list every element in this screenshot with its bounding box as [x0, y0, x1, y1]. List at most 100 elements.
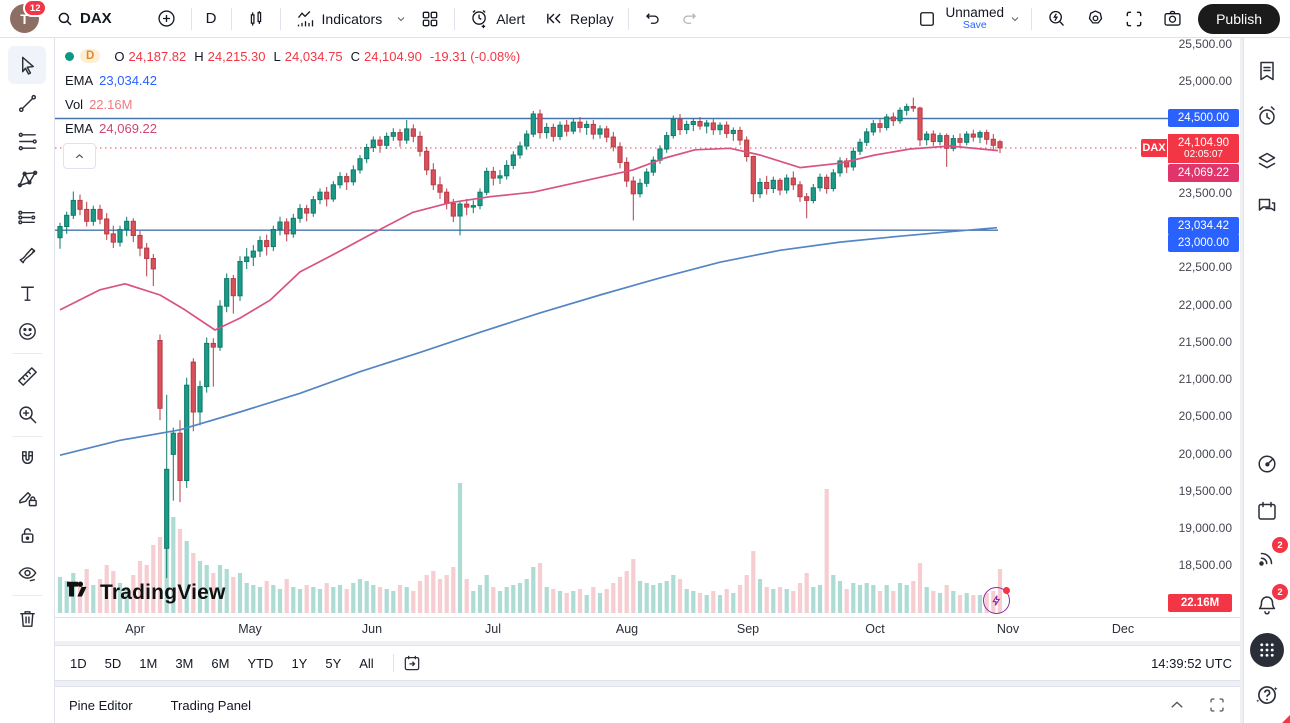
price-tick[interactable]: 19,000.00 — [1178, 521, 1232, 536]
tool-hide-drawings[interactable] — [8, 554, 46, 592]
price-tick[interactable]: 22,500.00 — [1178, 260, 1232, 275]
price-tick[interactable]: 20,000.00 — [1178, 446, 1232, 461]
trend-line-icon — [18, 94, 36, 112]
sidebar-ideas-button[interactable] — [1248, 445, 1286, 483]
price-tick[interactable]: 25,500.00 — [1178, 37, 1232, 51]
tool-zoom-in[interactable] — [8, 395, 46, 433]
tool-text[interactable] — [8, 274, 46, 312]
sidebar-object-tree-button[interactable] — [1248, 142, 1286, 180]
symbol-name: DAX — [80, 10, 112, 27]
time-axis[interactable]: Apr May Jun Jul Aug Sep Oct Nov Dec — [55, 617, 1240, 641]
calendar-icon — [1258, 501, 1276, 520]
quick-search-button[interactable] — [1037, 4, 1076, 34]
maximize-panel-icon[interactable] — [1208, 696, 1226, 714]
price-tick[interactable]: 19,500.00 — [1178, 483, 1232, 498]
price-tick[interactable]: 18,500.00 — [1178, 558, 1232, 573]
tool-xabcd-pattern[interactable] — [8, 160, 46, 198]
tool-draw-lock[interactable] — [8, 478, 46, 516]
tool-brush[interactable] — [8, 236, 46, 274]
legend-ema-slow-row[interactable]: EMA 23,034.42 — [65, 72, 524, 88]
range-ytd-button[interactable]: YTD — [247, 655, 274, 671]
publish-button[interactable]: Publish — [1198, 3, 1280, 34]
price-tick[interactable]: 20,500.00 — [1178, 409, 1232, 424]
ai-assistant-button[interactable] — [983, 587, 1010, 614]
price-tick[interactable]: 21,000.00 — [1178, 372, 1232, 387]
chart-style-button[interactable] — [237, 4, 275, 34]
tool-trend-line[interactable] — [8, 84, 46, 122]
indicators-label: Indicators — [321, 10, 383, 27]
user-avatar[interactable]: T 12 — [10, 0, 47, 33]
range-1m-button[interactable]: 1M — [139, 655, 158, 671]
month-tick[interactable]: Jul — [485, 622, 501, 636]
price-tick[interactable]: 25,000.00 — [1178, 74, 1232, 89]
layout-menu-caret[interactable] — [1004, 4, 1026, 34]
go-to-date-button[interactable] — [402, 653, 422, 673]
tab-trading-panel[interactable]: Trading Panel — [170, 697, 252, 713]
month-tick[interactable]: Jun — [361, 622, 383, 636]
price-tick[interactable]: 21,500.00 — [1178, 334, 1232, 349]
sidebar-notifications-button[interactable]: 2 — [1248, 584, 1288, 624]
range-6m-button[interactable]: 6M — [211, 655, 230, 671]
range-all-button[interactable]: All — [359, 655, 374, 671]
range-1d-button[interactable]: 1D — [70, 655, 87, 671]
sidebar-chat-button[interactable] — [1248, 187, 1286, 225]
month-tick[interactable]: Dec — [1111, 622, 1135, 636]
grid-layout-icon — [420, 9, 440, 29]
divider — [627, 7, 629, 30]
layout-grid-button[interactable] — [411, 4, 449, 34]
legend-ema-fast-row[interactable]: EMA 24,069.22 — [65, 120, 524, 136]
tab-pine-editor[interactable]: Pine Editor — [69, 697, 133, 713]
tool-magnet[interactable] — [8, 440, 46, 478]
sidebar-streams-button[interactable]: 2 — [1248, 537, 1288, 577]
tool-lock-all[interactable] — [8, 516, 46, 554]
range-3m-button[interactable]: 3M — [175, 655, 194, 671]
tool-projection[interactable] — [8, 198, 46, 236]
range-1y-button[interactable]: 1Y — [291, 655, 308, 671]
layout-name-button[interactable]: Unnamed Save — [946, 5, 1005, 32]
month-tick[interactable]: Sep — [736, 622, 760, 636]
save-layout-button[interactable] — [908, 4, 946, 34]
compare-add-button[interactable] — [147, 4, 186, 34]
indicators-templates-caret[interactable] — [391, 4, 411, 34]
ema-fast-line[interactable] — [59, 145, 999, 331]
tool-emoji[interactable] — [8, 312, 46, 350]
collapse-legend-button[interactable] — [63, 143, 96, 169]
month-tick[interactable]: Nov — [996, 622, 1020, 636]
screenshot-button[interactable] — [1153, 4, 1192, 34]
server-clock[interactable]: 14:39:52 UTC — [1151, 655, 1232, 671]
price-tick[interactable]: 23,500.00 — [1178, 185, 1232, 200]
month-tick[interactable]: Aug — [615, 622, 639, 636]
range-5y-button[interactable]: 5Y — [325, 655, 342, 671]
month-tick[interactable]: Apr — [125, 622, 145, 636]
sidebar-apps-button[interactable] — [1250, 633, 1284, 667]
tool-remove-drawings[interactable] — [8, 599, 46, 637]
sidebar-help-button[interactable] — [1248, 676, 1286, 714]
month-tick[interactable]: Oct — [865, 622, 885, 636]
legend-symbol-row[interactable]: D O 24,187.82 H 24,215.30 L 24,034.75 C 24,104.… — [65, 48, 524, 64]
tool-cursor[interactable] — [8, 46, 46, 84]
study-value: 23,034.42 — [99, 72, 158, 88]
price-chart[interactable] — [55, 38, 1240, 617]
expand-panel-chevron-icon[interactable] — [1168, 696, 1186, 714]
undo-button[interactable] — [634, 4, 671, 34]
sidebar-alerts-button[interactable] — [1248, 97, 1286, 135]
range-5d-button[interactable]: 5D — [104, 655, 122, 671]
tool-ruler[interactable] — [8, 357, 46, 395]
ema-slow-line[interactable] — [59, 226, 998, 457]
legend-volume-row[interactable]: Vol 22.16M — [65, 96, 524, 112]
price-tick[interactable]: 22,000.00 — [1178, 297, 1232, 312]
symbol-search-button[interactable]: DAX — [47, 4, 121, 34]
interval-button[interactable]: D — [197, 4, 226, 34]
tool-fib-lines[interactable] — [8, 122, 46, 160]
alert-button[interactable]: Alert — [460, 4, 534, 34]
save-link[interactable]: Save — [962, 19, 987, 32]
indicators-button[interactable]: Indicators — [286, 4, 392, 34]
month-tick[interactable]: May — [238, 622, 262, 636]
sidebar-calendar-button[interactable] — [1248, 492, 1286, 530]
fullscreen-button[interactable] — [1115, 4, 1153, 34]
settings-button[interactable] — [1076, 4, 1115, 34]
redo-button[interactable] — [671, 4, 708, 34]
replay-button[interactable]: Replay — [534, 4, 623, 34]
sidebar-watchlist-button[interactable] — [1248, 52, 1286, 90]
